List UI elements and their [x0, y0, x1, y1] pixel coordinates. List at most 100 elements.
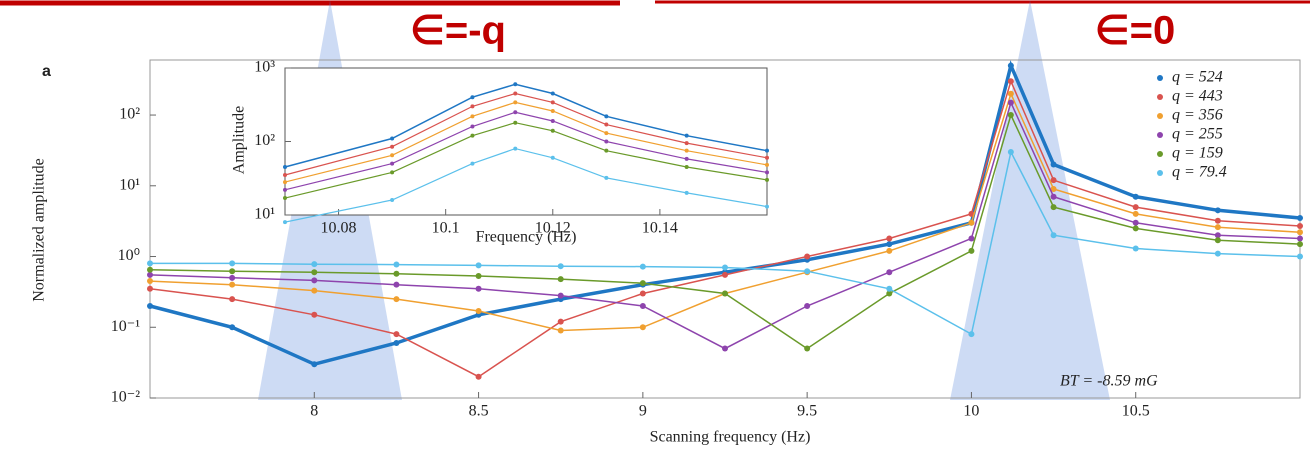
x-tick-label: 8.5 [469, 403, 489, 420]
data-point [475, 262, 482, 269]
data-point [1007, 149, 1014, 156]
data-point [390, 170, 395, 175]
data-point [684, 141, 689, 146]
data-point [722, 345, 728, 352]
y-tick-label: 10³ [254, 59, 275, 76]
legend-label: q = 159 [1172, 145, 1223, 162]
data-point [513, 91, 518, 96]
data-point [804, 253, 811, 260]
shaded-region [950, 0, 1110, 400]
data-point [1050, 204, 1057, 211]
data-point [639, 280, 646, 287]
data-point [147, 278, 153, 285]
data-point [1007, 62, 1014, 69]
data-point [475, 285, 482, 292]
data-point [1132, 225, 1139, 232]
series-line [149, 79, 1301, 378]
data-point [1132, 219, 1139, 226]
data-point [1297, 229, 1303, 236]
data-point [722, 271, 728, 278]
data-point [470, 161, 475, 166]
data-point [283, 173, 287, 178]
data-point [804, 302, 811, 309]
legend-label: q = 356 [1172, 107, 1223, 124]
data-point [1214, 250, 1221, 257]
data-point [1132, 204, 1139, 211]
data-point [470, 133, 475, 138]
data-point [1297, 253, 1303, 260]
data-point [1007, 78, 1014, 85]
data-point [393, 296, 400, 303]
data-point [765, 162, 769, 167]
data-point [393, 270, 400, 277]
data-point [604, 131, 609, 136]
data-point [886, 241, 893, 248]
y-tick-label: 10¹ [254, 206, 275, 223]
data-point [765, 177, 769, 182]
data-point [1297, 241, 1303, 248]
x-axis-label: Scanning frequency (Hz) [650, 429, 811, 446]
legend-label: q = 79.4 [1172, 164, 1227, 181]
data-point [311, 311, 318, 318]
data-point [390, 161, 395, 166]
inset-x-label: Frequency (Hz) [476, 229, 577, 246]
data-point [604, 122, 609, 127]
data-point [684, 148, 689, 153]
x-tick-label: 9.5 [797, 403, 817, 420]
data-point [390, 153, 395, 158]
data-point [283, 196, 287, 201]
data-point [550, 108, 555, 113]
data-point [765, 155, 769, 160]
data-point [1050, 232, 1057, 239]
data-point [557, 276, 564, 283]
data-point [765, 204, 769, 209]
data-point [639, 290, 646, 297]
data-point [1132, 193, 1139, 200]
data-point [1050, 193, 1057, 200]
data-point [283, 187, 287, 192]
data-point [722, 264, 728, 271]
data-point [475, 373, 482, 380]
series-line [284, 147, 768, 223]
data-point [886, 247, 893, 254]
data-point [765, 170, 769, 175]
data-point [1297, 235, 1303, 242]
series-line [149, 91, 1301, 332]
data-point [147, 260, 153, 267]
data-point [968, 219, 975, 226]
data-point [475, 307, 482, 314]
panel-label: a [42, 63, 51, 80]
legend-marker [1157, 94, 1163, 100]
y-tick-label: 10⁻¹ [111, 318, 140, 335]
data-point [513, 100, 518, 105]
data-point [550, 128, 555, 133]
data-point [1050, 161, 1057, 168]
data-point [147, 302, 153, 309]
data-point [470, 104, 475, 109]
data-point [147, 266, 153, 273]
series-line [150, 149, 1301, 336]
y-tick-label: 10⁻² [111, 389, 140, 406]
data-point [550, 119, 555, 124]
data-point [229, 281, 236, 288]
data-point [1050, 177, 1057, 184]
data-point [639, 263, 646, 270]
data-point [684, 164, 689, 169]
data-point [804, 345, 811, 352]
data-point [684, 133, 689, 138]
x-tick-label: 8 [310, 403, 318, 420]
data-point [550, 100, 555, 105]
data-point [765, 148, 769, 153]
series-line [284, 122, 768, 199]
data-point [886, 290, 893, 297]
data-point [283, 164, 287, 169]
data-point [968, 331, 975, 338]
data-point [1297, 223, 1303, 230]
data-point [604, 175, 609, 180]
data-point [283, 220, 287, 225]
data-point [513, 120, 518, 125]
data-point [557, 263, 564, 270]
x-tick-label: 10.1 [432, 220, 460, 237]
y-tick-label: 10¹ [119, 176, 140, 193]
annotation: BT = -8.59 mG [1060, 373, 1158, 390]
